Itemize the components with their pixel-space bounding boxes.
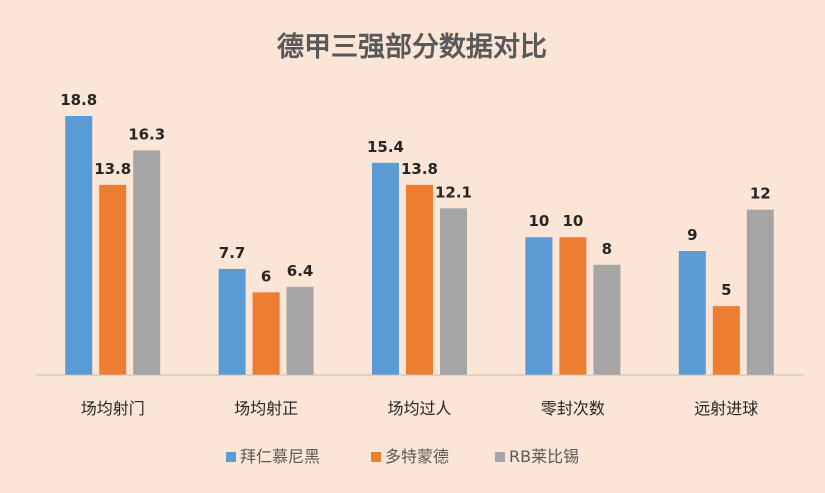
category-label-3: 场均过人 [387, 399, 451, 418]
bar-3-5 [746, 209, 774, 375]
data-label-2-2: 6 [261, 267, 271, 285]
category-label-1: 场均射门 [81, 399, 145, 418]
data-label-1-1: 18.8 [60, 91, 97, 109]
bar-3-4 [593, 264, 621, 375]
bar-2-1 [99, 184, 127, 375]
data-label-2-4: 10 [562, 212, 583, 230]
legend: 拜仁慕尼黑 多特蒙德 RB莱比锡 [226, 447, 579, 466]
data-label-1-2: 7.7 [219, 244, 246, 262]
data-label-3-4: 8 [602, 240, 612, 258]
data-label-3-1: 16.3 [128, 125, 165, 143]
category-label-4: 零封次数 [541, 399, 605, 418]
bar-3-1 [133, 150, 161, 375]
legend-swatch-2 [371, 452, 381, 462]
category-label-2: 场均射正 [234, 399, 298, 418]
bar-2-3 [406, 184, 433, 375]
bar-2-5 [712, 306, 740, 375]
category-labels-group: 场均射门 场均射正 场均过人 零封次数 远射进球 [81, 399, 759, 418]
legend-label-3: RB莱比锡 [509, 447, 579, 466]
data-label-2-3: 13.8 [401, 160, 438, 178]
data-label-1-5: 9 [687, 226, 697, 244]
bar-1-5 [678, 251, 706, 375]
bar-1-2 [218, 268, 246, 375]
bar-1-1 [65, 116, 93, 375]
legend-label-2: 多特蒙德 [385, 447, 449, 466]
data-label-3-3: 12.1 [435, 183, 472, 201]
bar-1-4 [525, 237, 553, 375]
data-label-1-3: 15.4 [367, 138, 404, 156]
data-label-2-1: 13.8 [94, 160, 131, 178]
bar-3-3 [440, 208, 467, 375]
bars-group [65, 116, 774, 375]
data-label-1-4: 10 [528, 212, 549, 230]
legend-label-1: 拜仁慕尼黑 [240, 447, 320, 466]
data-labels-group: 18.8 13.8 16.3 7.7 6 6.4 15.4 13.8 12.1 10 10 8 9 5 12 [60, 91, 771, 299]
legend-swatch-3 [495, 452, 505, 462]
legend-swatch-1 [226, 452, 236, 462]
data-label-3-5: 12 [750, 185, 771, 203]
bar-1-3 [372, 162, 399, 375]
bar-3-2 [286, 286, 314, 375]
data-label-3-2: 6.4 [287, 262, 314, 280]
chart-title: 德甲三强部分数据对比 [277, 31, 547, 63]
bar-2-2 [252, 292, 280, 375]
data-label-2-5: 5 [721, 281, 731, 299]
category-label-5: 远射进球 [694, 399, 758, 418]
bar-2-4 [559, 237, 587, 375]
